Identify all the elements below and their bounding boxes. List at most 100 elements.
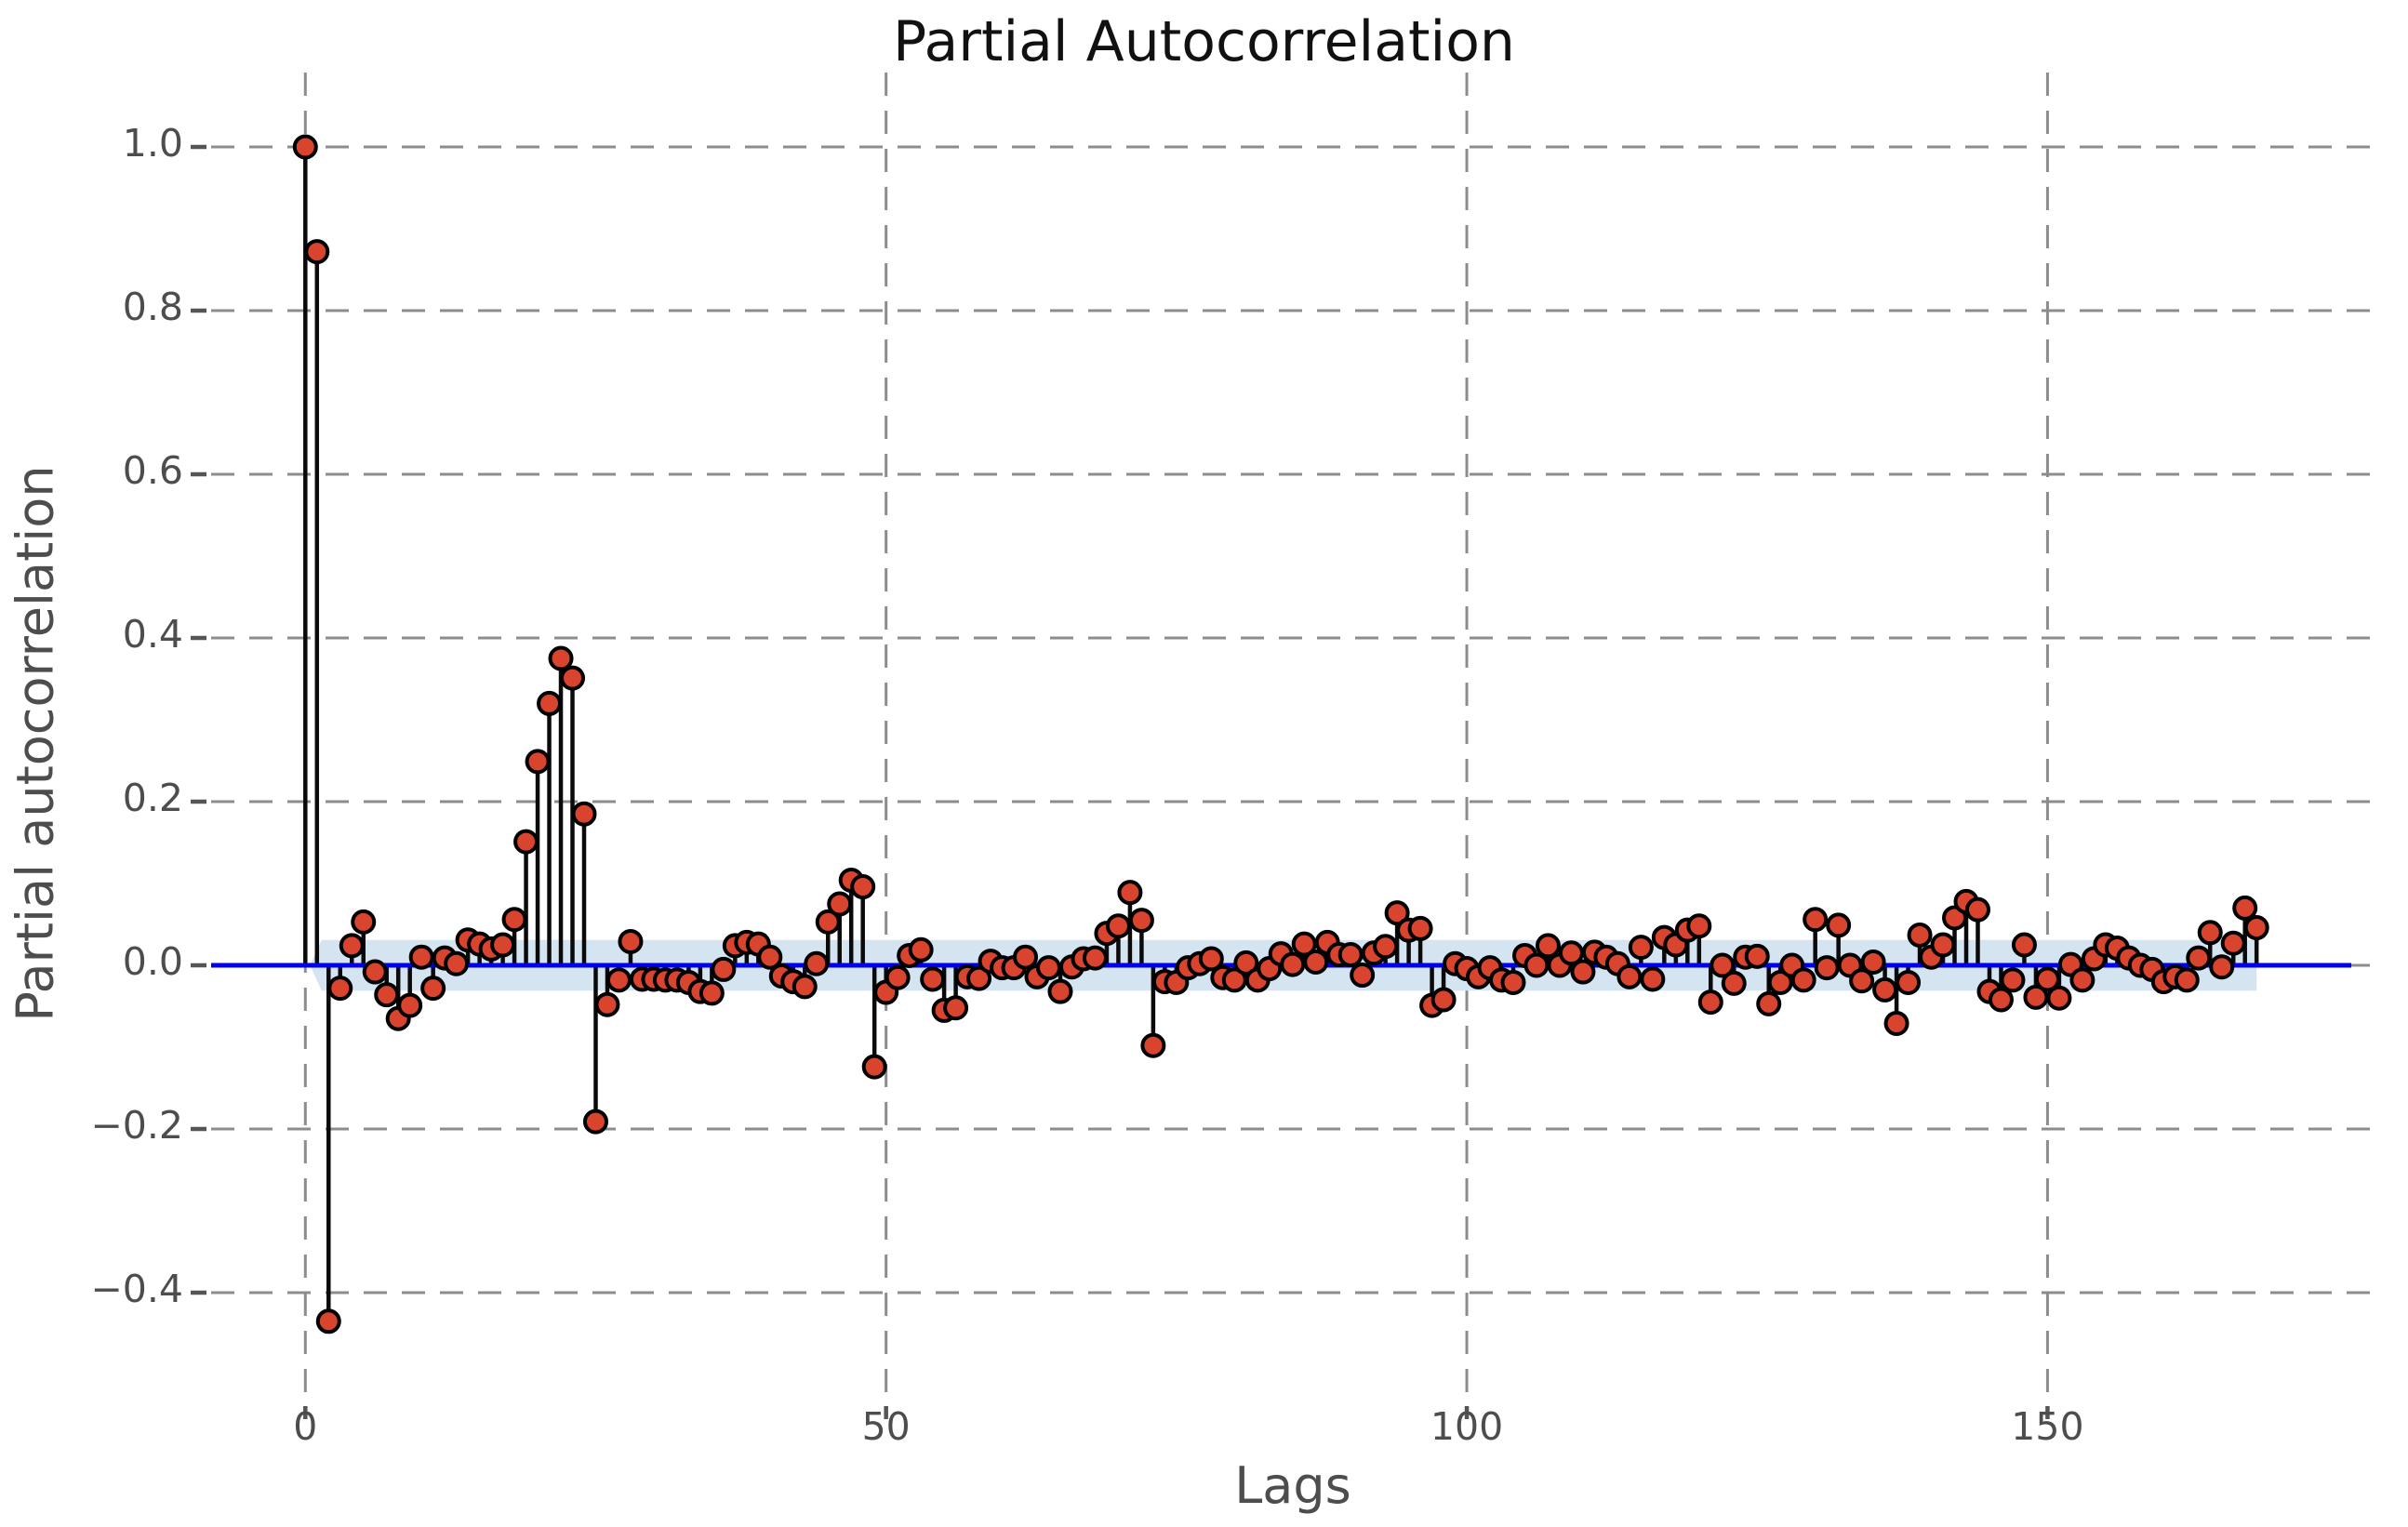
pacf-marker (1105, 913, 1131, 939)
pacf-marker (315, 1308, 341, 1334)
pacf-marker (1558, 940, 1584, 966)
pacf-marker (2243, 915, 2269, 941)
pacf-marker (2209, 954, 2235, 980)
pacf-marker (2034, 966, 2060, 992)
pacf-marker (1384, 900, 1410, 926)
pacf-marker (2046, 985, 2072, 1011)
pacf-marker (2069, 967, 2095, 993)
pacf-marker (582, 1109, 608, 1135)
pacf-marker (885, 964, 911, 990)
pacf-marker (362, 959, 388, 985)
pacf-marker (1965, 896, 1990, 923)
pacf-marker (1744, 943, 1770, 969)
pacf-marker (1373, 934, 1399, 960)
x-tick-label: 0 (293, 1404, 318, 1449)
pacf-marker (1280, 951, 1306, 977)
pacf-marker (513, 829, 539, 855)
pacf-marker (1430, 987, 1457, 1013)
pacf-marker (1500, 969, 1526, 995)
pacf-marker (2000, 967, 2026, 993)
pacf-marker (408, 944, 434, 970)
pacf-marker (1756, 990, 1782, 1016)
pacf-marker (815, 909, 841, 935)
pacf-marker (618, 928, 644, 954)
pacf-marker (1860, 949, 1886, 975)
pacf-marker (1570, 959, 1596, 985)
pacf-marker (1140, 1032, 1166, 1058)
pacf-marker (1291, 931, 1317, 957)
pacf-marker (920, 966, 946, 992)
pacf-marker (804, 950, 830, 976)
pacf-marker (2011, 932, 2037, 958)
pacf-marker (1872, 976, 1898, 1003)
x-tick-label: 100 (1430, 1404, 1504, 1449)
pacf-marker (698, 980, 725, 1006)
pacf-marker (351, 909, 377, 935)
pacf-marker (1628, 935, 1654, 961)
pacf-marker (1814, 955, 1840, 981)
y-tick-label: −0.4 (90, 1267, 183, 1311)
pacf-marker (2186, 945, 2212, 971)
chart-title: Partial Autocorrelation (893, 9, 1515, 74)
pacf-marker (1535, 933, 1561, 959)
y-tick-label: 0.0 (122, 939, 183, 984)
pacf-marker (1930, 932, 1956, 958)
pacf-marker (327, 976, 353, 1002)
pacf-marker (339, 933, 365, 959)
pacf-marker (1640, 966, 1666, 992)
pacf-marker (548, 645, 574, 671)
pacf-marker (1790, 967, 1816, 993)
pacf-marker (827, 891, 853, 917)
pacf-marker (2220, 930, 2246, 956)
pacf-marker (2197, 920, 2223, 946)
y-tick-label: 0.2 (122, 776, 183, 820)
pacf-marker (560, 665, 586, 691)
pacf-marker (594, 991, 620, 1017)
pacf-marker (1523, 952, 1550, 978)
pacf-marker (1803, 907, 1829, 933)
pacf-marker (444, 950, 470, 976)
pacf-marker (420, 976, 446, 1002)
pacf-marker (1826, 912, 1852, 938)
y-tick-label: −0.2 (90, 1103, 183, 1148)
pacf-marker (1988, 987, 2014, 1013)
pacf-marker (1350, 963, 1376, 989)
y-tick-label: 0.6 (122, 448, 183, 493)
pacf-marker (711, 956, 737, 982)
pacf-marker (1616, 963, 1643, 989)
pacf-marker (1883, 1010, 1909, 1036)
pacf-marker (757, 944, 783, 970)
y-tick-label: 1.0 (122, 121, 183, 166)
pacf-marker (1686, 913, 1712, 939)
pacf-marker (537, 690, 563, 716)
pacf-marker (1303, 949, 1329, 975)
pacf-marker (1697, 989, 1723, 1016)
pacf-marker (1849, 968, 1875, 994)
pacf-marker (2232, 895, 2258, 921)
pacf-marker (861, 1054, 887, 1080)
pacf-marker (1337, 942, 1364, 968)
pacf-marker (943, 995, 969, 1021)
x-axis-label: Lags (1234, 1456, 1351, 1515)
pacf-marker (1721, 970, 1747, 996)
x-tick-label: 150 (2011, 1404, 2084, 1449)
pacf-marker (1407, 915, 1433, 941)
pacf-marker (1767, 969, 1793, 995)
pacf-marker (1117, 880, 1143, 906)
pacf-marker (501, 907, 527, 933)
pacf-marker (292, 134, 318, 160)
pacf-marker (2174, 967, 2200, 993)
pacf-marker (1036, 955, 1061, 981)
y-tick-label: 0.8 (122, 285, 183, 329)
pacf-marker (1233, 949, 1259, 976)
pacf-marker (1013, 944, 1039, 970)
pacf-marker (1128, 908, 1154, 934)
pacf-marker (374, 982, 400, 1008)
pacf-marker (908, 936, 934, 963)
pacf-marker (605, 967, 632, 993)
pacf-marker (1082, 945, 1108, 971)
pacf-marker (1710, 952, 1736, 978)
pacf-marker (966, 965, 992, 991)
pacf-marker (850, 874, 876, 900)
